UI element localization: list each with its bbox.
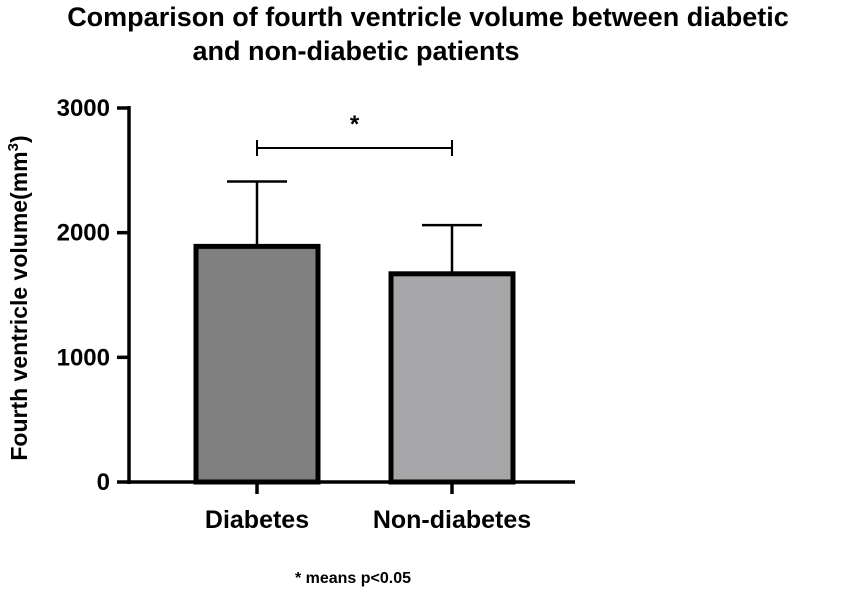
y-tick-label-1000: 1000 — [57, 344, 110, 371]
y-tick-label-2000: 2000 — [57, 220, 110, 247]
chart-title-line-2: and non-diabetic patients — [192, 36, 519, 66]
chart-title: Comparison of fourth ventricle volume be… — [67, 2, 789, 66]
bar-non-diabetes — [388, 271, 516, 485]
x-tick-label-diabetes: Diabetes — [205, 506, 309, 534]
y-axis-label-main: Fourth ventricle volume(mm — [6, 151, 32, 460]
x-tick-label-non-diabetes: Non-diabetes — [373, 506, 531, 534]
y-axis-label-close: ) — [6, 135, 32, 143]
y-axis-label: Fourth ventricle volume(mm3) — [5, 135, 32, 460]
chart-title-line-1: Comparison of fourth ventricle volume be… — [67, 2, 789, 32]
bar-diabetes — [193, 243, 321, 485]
y-tick-label-3000: 3000 — [57, 95, 110, 122]
plot-area: 0 1000 2000 3000 Diabetes Non-diabetes * — [57, 95, 575, 534]
y-axis-label-superscript: 3 — [5, 143, 22, 151]
y-tick-label-0: 0 — [97, 469, 110, 496]
footnote: * means p<0.05 — [295, 570, 411, 587]
significance-marker: * — [350, 111, 360, 138]
